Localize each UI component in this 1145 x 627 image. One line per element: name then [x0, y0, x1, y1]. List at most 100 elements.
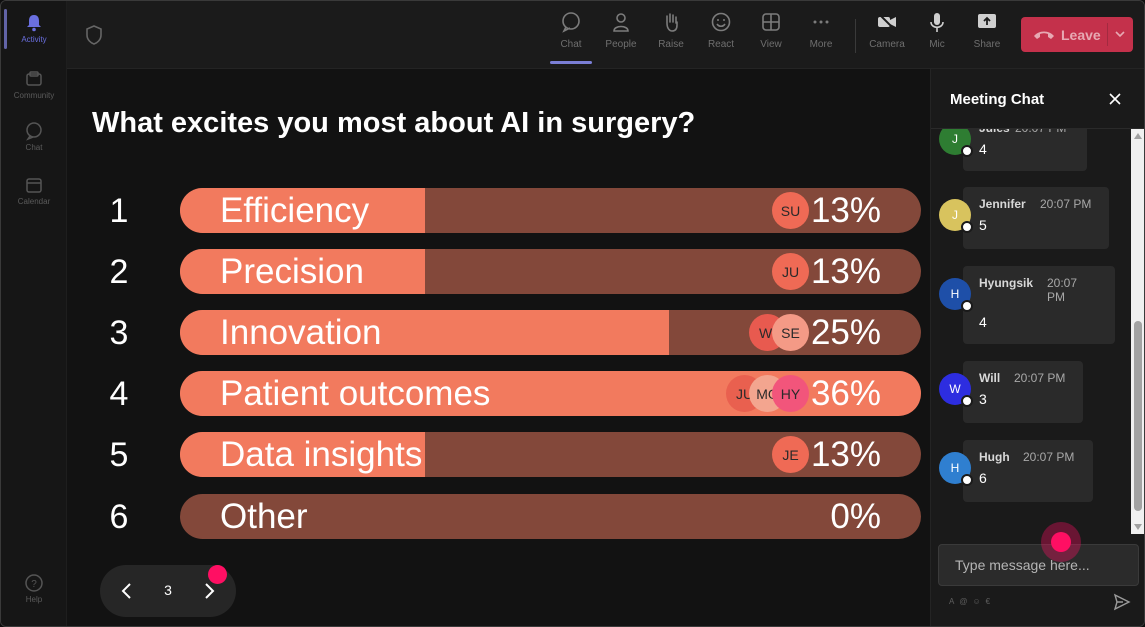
chat-avatar: H	[939, 278, 973, 312]
poll-option-bar: Patient outcomes 36% JU MO HY	[180, 371, 921, 416]
chevron-right-icon[interactable]	[198, 580, 220, 602]
chat-avatar: J	[939, 129, 973, 157]
rail-item-label: Calendar	[17, 197, 51, 206]
chat-avatar-initial: W	[949, 382, 961, 396]
chat-timestamp: 20:07 PM	[1047, 276, 1078, 304]
chat-message-body: 6	[979, 470, 987, 486]
option-number: 4	[109, 375, 129, 413]
scroll-up-arrow[interactable]	[1134, 133, 1142, 139]
help-icon: ?	[25, 574, 43, 592]
voter-avatars: WI SE	[749, 314, 809, 351]
meeting-toolbar: Chat People Raise React View More Camera	[67, 1, 1144, 69]
rail-item-calendar[interactable]: Calendar	[1, 171, 67, 217]
toolbar-share-button[interactable]: Share	[964, 11, 1010, 61]
people-icon	[613, 13, 629, 32]
poll-option-percent: 36%	[810, 374, 881, 413]
scroll-thumb[interactable]	[1134, 321, 1142, 511]
toolbar-people-button[interactable]: People	[598, 11, 644, 61]
poll-option-bar: Data insights 13% JE	[180, 432, 921, 477]
toolbar-camera-label: Camera	[869, 39, 905, 50]
chat-message: Hyungsik 20:07 PM 4	[963, 266, 1115, 344]
chat-message: Jennifer 20:07 PM 5	[963, 187, 1109, 249]
chat-author: Hyungsik	[979, 276, 1034, 290]
toolbar-view-button[interactable]: View	[748, 11, 794, 61]
poll-option-percent: 13%	[810, 191, 881, 230]
bell-icon	[27, 15, 41, 32]
chat-author: Jennifer	[979, 197, 1026, 211]
page-number: 3	[164, 582, 172, 598]
poll-option-label: Data insights	[220, 435, 423, 474]
voter-avatar: HY	[772, 375, 809, 412]
svg-text:?: ?	[31, 579, 37, 590]
voter-avatar: JE	[772, 436, 809, 473]
scroll-down-arrow[interactable]	[1134, 524, 1142, 530]
poll-option-label: Innovation	[220, 313, 382, 352]
toolbar-more-label: More	[809, 39, 833, 50]
attach-icon[interactable]: @	[959, 597, 968, 606]
chat-icon	[562, 12, 580, 33]
poll-option-label: Precision	[220, 252, 364, 291]
close-icon[interactable]	[1107, 91, 1123, 107]
poll-option-bar: Efficiency 13% SU	[180, 188, 921, 233]
presence-status-icon	[961, 221, 973, 233]
click-indicator-dot	[1041, 522, 1081, 562]
chat-message-body: 4	[979, 141, 987, 157]
poll-option-bar: Precision 13% JU	[180, 249, 921, 294]
format-icon[interactable]: A	[949, 597, 955, 606]
pager: 3	[100, 565, 236, 617]
format-toolbar: A @ ☺ €	[949, 597, 990, 606]
chat-timestamp: 20:07 PM	[1014, 371, 1066, 385]
leave-button[interactable]: Leave	[1021, 17, 1133, 52]
toolbar-mic-button[interactable]: Mic	[914, 11, 960, 61]
toolbar-react-button[interactable]: React	[698, 11, 744, 61]
toolbar-more-button[interactable]: More	[798, 11, 844, 61]
chevron-down-icon[interactable]	[1114, 28, 1126, 40]
gif-icon[interactable]: €	[985, 597, 991, 606]
toolbar-divider	[855, 19, 856, 53]
toolbar-camera-button[interactable]: Camera	[864, 11, 910, 61]
toolbar-people-label: People	[605, 39, 637, 50]
rail-item-label: Activity	[21, 35, 47, 44]
poll-option-fill	[180, 188, 425, 233]
toolbar-raise-button[interactable]: Raise	[648, 11, 694, 61]
chat-message-body: 3	[979, 391, 987, 407]
hang-up-icon	[1034, 31, 1054, 39]
chat-avatar: J	[939, 199, 973, 233]
voter-avatars: SU	[772, 192, 809, 229]
chat-scrollbar[interactable]	[1131, 129, 1144, 534]
toolbar-view-label: View	[760, 39, 782, 50]
click-indicator-dot	[208, 565, 227, 584]
rail-item-label: Help	[25, 595, 43, 604]
chat-avatar-initial: J	[952, 132, 958, 146]
click-indicator-core	[1051, 532, 1071, 552]
rail-item-help[interactable]: ? Help	[1, 569, 67, 615]
chat-title: Meeting Chat	[950, 91, 1045, 108]
poll-option-bar: Innovation 25% WI SE	[180, 310, 921, 355]
presence-status-icon	[961, 474, 973, 486]
rail-item-chat[interactable]: Chat	[1, 117, 67, 163]
community-icon	[26, 71, 42, 86]
voter-avatar: SE	[772, 314, 809, 351]
poll-option-fill	[180, 432, 425, 477]
rail-item-label: Community	[13, 91, 55, 100]
chat-message-input[interactable]	[938, 544, 1139, 586]
chevron-left-icon[interactable]	[116, 580, 138, 602]
presence-status-icon	[961, 395, 973, 407]
rail-item-community[interactable]: Community	[1, 65, 67, 111]
emoji-icon[interactable]: ☺	[972, 597, 981, 606]
chat-avatar-initial: H	[950, 287, 960, 301]
poll-option-label: Other	[220, 497, 308, 536]
rail-item-label: Chat	[25, 143, 43, 152]
chat-message-list[interactable]: Jules 20:07 PM 4 J Jennifer 20:07 PM 5 J Hyungsi…	[931, 129, 1131, 534]
poll-option-percent: 0%	[830, 497, 881, 536]
toolbar-chat-button[interactable]: Chat	[548, 11, 594, 64]
toolbar-share-label: Share	[973, 39, 1001, 50]
poll-option-fill	[180, 310, 670, 355]
rail-item-activity[interactable]: Activity	[1, 9, 67, 55]
option-number: 3	[109, 314, 129, 352]
send-icon[interactable]	[1113, 593, 1131, 611]
chat-timestamp: 20:07 PM	[1015, 129, 1066, 135]
chat-header: Meeting Chat	[931, 69, 1144, 129]
camera-off-icon	[878, 13, 896, 31]
